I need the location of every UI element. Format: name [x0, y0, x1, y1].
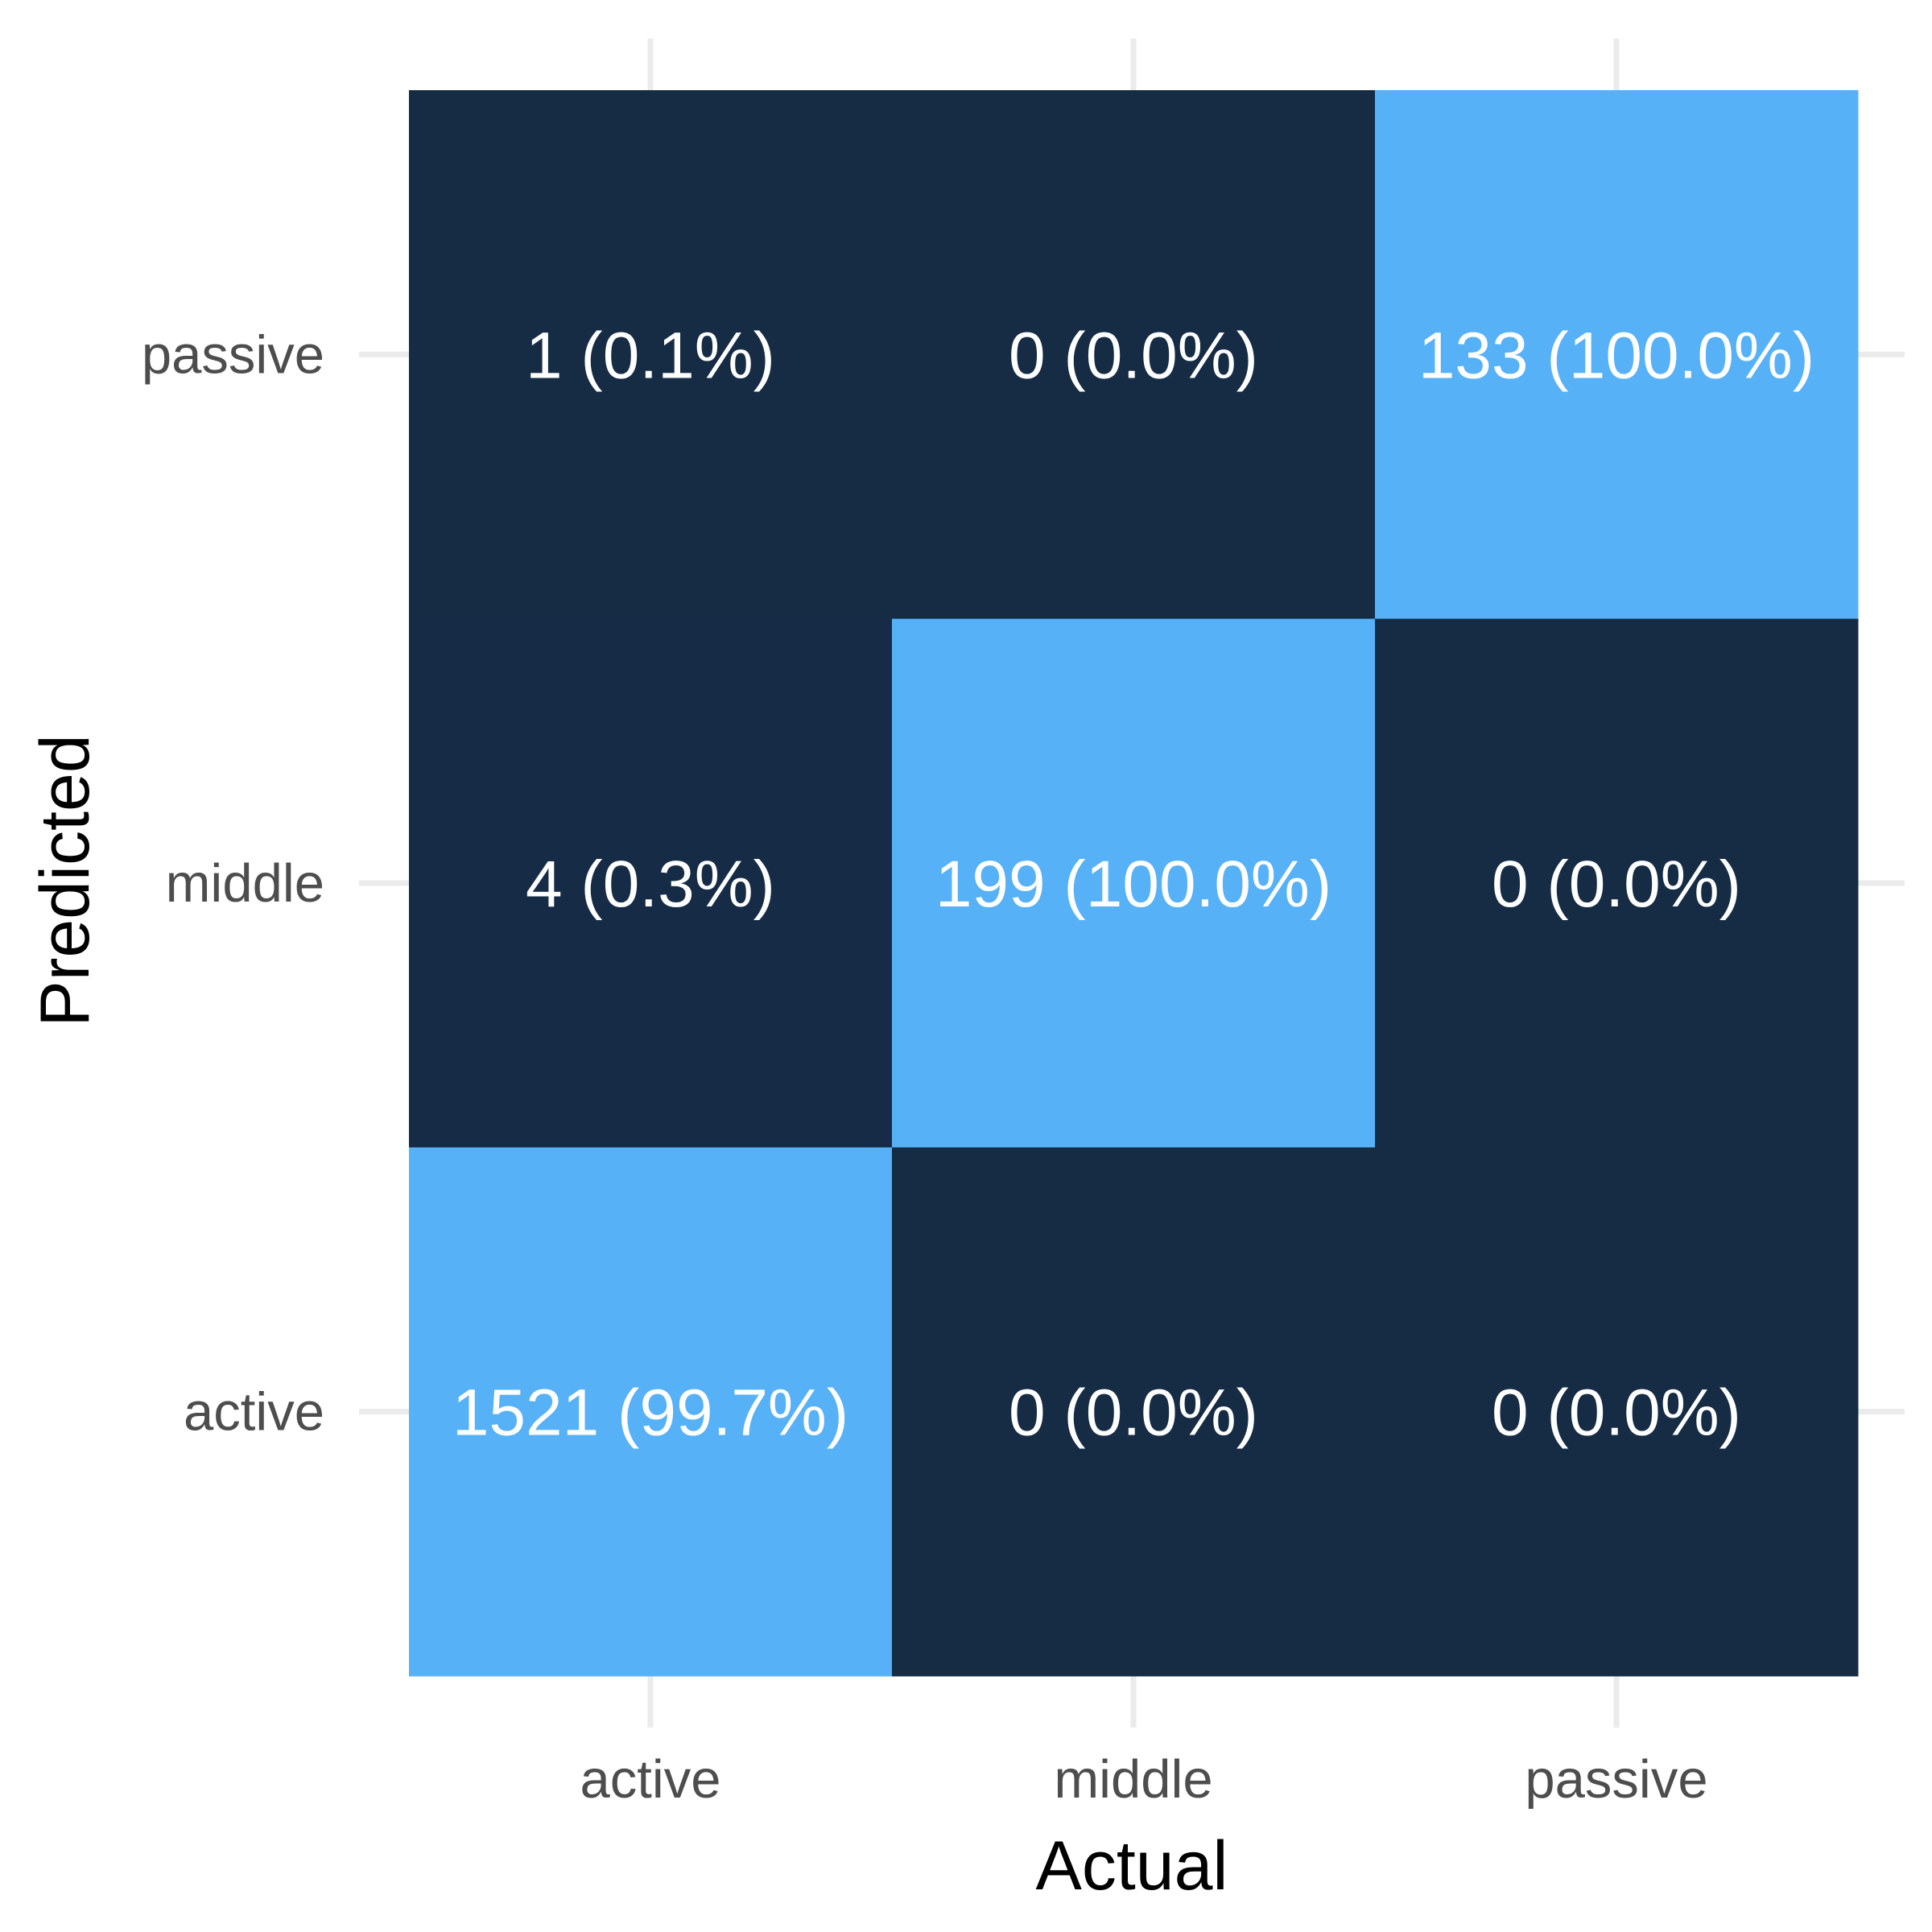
y-tick-label-passive: passive	[142, 324, 324, 385]
cell-active-passive	[409, 90, 893, 620]
cell-label-middle-passive: 0 (0.0%)	[1009, 319, 1258, 392]
heatmap-cells	[409, 90, 1859, 1677]
x-tick-label-passive: passive	[1525, 1749, 1707, 1810]
cell-passive-passive	[1375, 90, 1859, 620]
y-axis-title: Predicted	[27, 734, 104, 1026]
cell-labels: 1 (0.1%) 0 (0.0%) 133 (100.0%) 4 (0.3%) 199 …	[452, 319, 1814, 1449]
axis-ticks: active middle passive active middle passive	[142, 324, 1708, 1810]
y-tick-label-active: active	[184, 1382, 324, 1443]
cell-label-middle-middle: 199 (100.0%)	[935, 848, 1331, 921]
x-tick-label-active: active	[580, 1749, 720, 1810]
cell-label-passive-active: 0 (0.0%)	[1492, 1377, 1741, 1450]
cell-label-passive-middle: 0 (0.0%)	[1492, 848, 1741, 921]
cell-middle-middle	[892, 618, 1376, 1148]
y-tick-label-middle: middle	[166, 853, 324, 914]
cell-active-active	[409, 1147, 893, 1677]
cell-label-active-active: 1521 (99.7%)	[452, 1377, 848, 1450]
cell-passive-middle	[1375, 618, 1859, 1148]
cell-active-middle	[409, 618, 893, 1148]
x-axis-title: Actual	[1035, 1827, 1228, 1905]
x-tick-label-middle: middle	[1054, 1749, 1212, 1810]
cell-label-active-passive: 1 (0.1%)	[526, 319, 775, 392]
cell-label-active-middle: 4 (0.3%)	[526, 848, 775, 921]
cell-passive-active	[1375, 1147, 1859, 1677]
cell-middle-active	[892, 1147, 1376, 1677]
cell-label-passive-passive: 133 (100.0%)	[1418, 319, 1814, 392]
cell-middle-passive	[892, 90, 1376, 620]
cell-label-middle-active: 0 (0.0%)	[1009, 1377, 1258, 1450]
